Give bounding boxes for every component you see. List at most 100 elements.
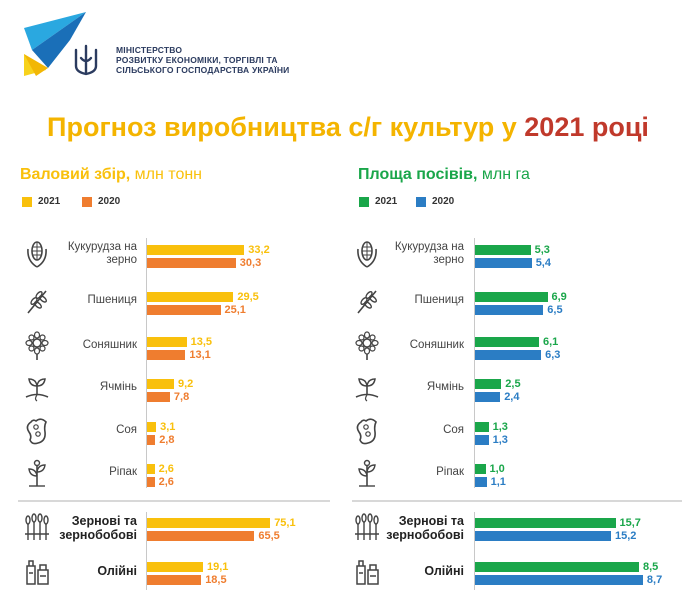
category-label-line: Ячмінь [99, 381, 137, 393]
category-label-line: Ячмінь [426, 381, 464, 393]
grain-sheaves-icon [355, 513, 379, 540]
category-label-line: Пшениця [414, 294, 464, 306]
corn-icon [357, 241, 377, 268]
left-value-label-2020: 30,3 [239, 257, 262, 269]
left-chart-axis-groups [146, 512, 147, 590]
legend-swatch-2021-left [22, 197, 32, 207]
right-bar-2021 [475, 518, 616, 528]
right-bar-2021 [475, 379, 502, 389]
right-grain-sheaves-icon [352, 512, 382, 542]
left-bar-2021 [147, 518, 271, 528]
left-bar-2020 [147, 392, 170, 402]
category-label-line: Зернові та [71, 514, 137, 528]
left-bar-2021 [147, 464, 155, 474]
right-value-label-2021: 5,3 [534, 244, 550, 256]
right-soy-icon [352, 416, 382, 446]
barley-sprout-icon [355, 378, 379, 402]
left-bar-2020 [147, 258, 236, 268]
ministry-name-line-1: МІНІСТЕРСТВО [116, 45, 183, 55]
left-category-label: Олійні [27, 564, 137, 578]
category-label-line: Соя [116, 424, 137, 436]
left-value-label-2021: 3,1 [160, 421, 176, 433]
right-value-label-2021: 8,5 [643, 561, 659, 573]
legend-swatch-2020-left [82, 197, 92, 207]
right-category-label: Ячмінь [354, 381, 464, 394]
left-value-label-2020: 13,1 [189, 349, 211, 361]
category-label-line: зерно [433, 254, 464, 266]
left-value-label-2020: 25,1 [224, 304, 246, 316]
left-sunflower-icon [22, 331, 52, 361]
left-value-label-2021: 2,6 [158, 463, 174, 475]
left-bar-2021 [147, 562, 203, 572]
left-section-title-text: Валовий збір, [20, 166, 131, 183]
legend-swatch-2020-right [416, 197, 426, 207]
category-label-line: Кукурудза на [394, 241, 464, 253]
left-section-unit: млн тонн [130, 166, 203, 183]
left-bar-2021 [147, 337, 187, 347]
right-bar-2020 [475, 435, 489, 445]
right-bar-2020 [475, 258, 532, 268]
right-category-label: Соя [354, 424, 464, 437]
right-bar-2020 [475, 305, 544, 315]
right-bar-2021 [475, 292, 548, 302]
trident-icon [74, 44, 98, 76]
left-category-label: Соя [27, 424, 137, 437]
category-label-line: зернобобові [386, 528, 464, 542]
left-bar-2020 [147, 531, 255, 541]
left-bar-2021 [147, 422, 157, 432]
left-section-title: Валовий збір, млн тонн [20, 166, 202, 184]
right-section-title-text: Площа посівів, [358, 166, 478, 183]
left-value-label-2020: 2,6 [158, 476, 174, 488]
rapeseed-icon [28, 459, 46, 487]
legend-label-2020-left: 2020 [98, 196, 121, 207]
grain-sheaves-icon [25, 513, 49, 540]
page-title: Прогноз виробництва с/г культур у 2021 р… [0, 112, 696, 143]
left-chart-axis [146, 238, 147, 488]
left-bar-2020 [147, 350, 186, 360]
right-category-label: Ріпак [354, 466, 464, 479]
right-value-label-2020: 15,2 [615, 530, 637, 542]
right-bar-2021 [475, 422, 489, 432]
left-soy-icon [22, 416, 52, 446]
legend-swatch-2021-right [359, 197, 369, 207]
right-oil-bottles-icon [352, 556, 382, 586]
right-section-unit: млн га [477, 166, 530, 183]
right-category-label: Пшениця [354, 294, 464, 307]
right-value-label-2020: 6,3 [545, 349, 561, 361]
oil-bottles-icon [26, 560, 49, 585]
category-label-line: Ріпак [109, 466, 137, 478]
right-category-label: Зернові та зернобобові [354, 514, 464, 542]
wheat-icon [357, 290, 378, 314]
left-value-label-2021: 33,2 [248, 244, 270, 256]
right-value-label-2020: 1,1 [490, 476, 506, 488]
right-chart-axis-groups [474, 512, 475, 590]
category-label-line: Соняшник [82, 339, 137, 351]
left-bar-2021 [147, 292, 234, 302]
right-bar-2021 [475, 464, 486, 474]
left-value-label-2021: 19,1 [207, 561, 229, 573]
right-bar-2020 [475, 531, 611, 541]
left-rapeseed-icon [22, 458, 52, 488]
left-group-separator [18, 500, 330, 502]
legend-label-2020-right: 2020 [432, 196, 455, 207]
legend-label-2021-right: 2021 [375, 196, 398, 207]
left-value-label-2020: 65,5 [258, 530, 280, 542]
right-value-label-2021: 1,3 [492, 421, 508, 433]
title-part-2: 2021 році [524, 112, 649, 142]
right-category-label: Кукурудза на зерно [354, 241, 464, 267]
legend-label-2021-left: 2021 [38, 196, 61, 207]
right-bar-2020 [475, 392, 501, 402]
category-label-line: Олійні [424, 564, 464, 578]
left-barley-sprout-icon [22, 373, 52, 403]
right-value-label-2020: 2,4 [504, 391, 520, 403]
sunflower-icon [25, 331, 49, 360]
left-category-label: Кукурудза на зерно [27, 241, 137, 267]
right-bar-2021 [475, 245, 531, 255]
wheat-icon [27, 290, 48, 314]
right-value-label-2020: 1,3 [492, 434, 508, 446]
left-bar-2021 [147, 379, 174, 389]
right-value-label-2021: 15,7 [619, 517, 641, 529]
barley-sprout-icon [25, 378, 49, 402]
category-label-line: Олійні [97, 564, 137, 578]
right-bar-2020 [475, 477, 487, 487]
